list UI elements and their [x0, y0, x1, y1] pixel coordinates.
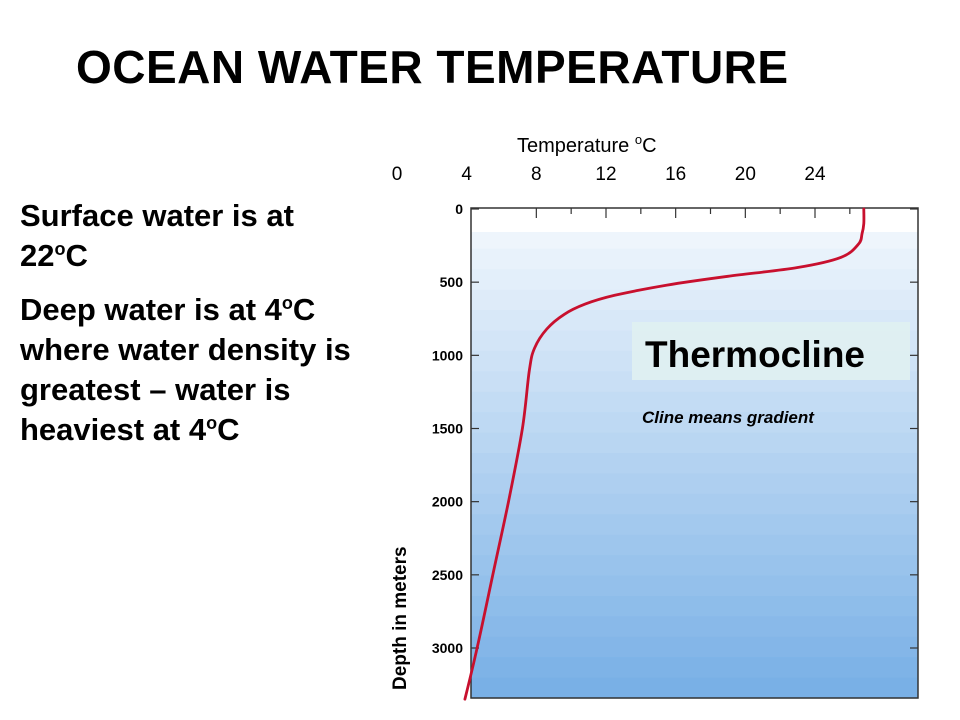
water-band — [471, 595, 918, 617]
surface-strip — [471, 208, 918, 232]
y-tick-label: 0 — [455, 201, 463, 217]
plot-frame — [470, 207, 919, 699]
bullet-surface-water: Surface water is at 22oC — [20, 198, 294, 273]
slide-title: OCEAN WATER TEMPERATURE — [76, 41, 789, 93]
y-axis-label: Depth in meters — [390, 546, 411, 690]
y-tick-label: 1000 — [432, 347, 463, 363]
water-band — [471, 616, 918, 638]
x-tick-marks — [535, 208, 851, 218]
water-band — [471, 473, 918, 495]
x-tick-labels: 0 4 8 12 16 20 24 — [392, 164, 826, 185]
water-band — [471, 412, 918, 434]
water-band — [471, 228, 918, 250]
cline-caption: Cline means gradient — [642, 408, 815, 427]
water-band — [471, 534, 918, 556]
temperature-profile-line — [463, 207, 866, 701]
y-tick-label: 1500 — [432, 421, 463, 437]
thermocline-label-box — [632, 322, 910, 380]
y-tick-label: 2500 — [432, 567, 463, 583]
water-band — [471, 555, 918, 577]
y-tick-label: 2000 — [432, 494, 463, 510]
x-tick-label: 4 — [461, 164, 472, 185]
x-tick-label: 0 — [392, 164, 403, 185]
y-tick-labels: 0 500 1000 1500 2000 2500 3000 — [432, 201, 463, 656]
y-tick-marks — [471, 208, 918, 649]
water-band — [471, 493, 918, 515]
y-tick-label: 3000 — [432, 640, 463, 656]
x-tick-label: 8 — [531, 164, 542, 185]
x-tick-label: 24 — [804, 164, 826, 185]
x-tick-label: 16 — [665, 164, 686, 185]
water-band — [471, 453, 918, 475]
bullet-deep-water: Deep water is at 4oC where water density… — [20, 292, 351, 447]
water-band — [471, 677, 918, 699]
x-axis-label: Temperature oC — [517, 132, 657, 157]
water-band — [471, 514, 918, 536]
water-band — [471, 636, 918, 658]
x-tick-label: 20 — [735, 164, 756, 185]
water-band — [471, 391, 918, 413]
water-band — [471, 657, 918, 679]
water-band — [471, 432, 918, 454]
water-band — [471, 575, 918, 597]
y-tick-label: 500 — [440, 274, 464, 290]
x-tick-label: 12 — [595, 164, 616, 185]
thermocline-label: Thermocline — [645, 334, 865, 375]
water-band — [471, 289, 918, 311]
bullet-list: Surface water is at 22oC Deep water is a… — [20, 196, 365, 464]
